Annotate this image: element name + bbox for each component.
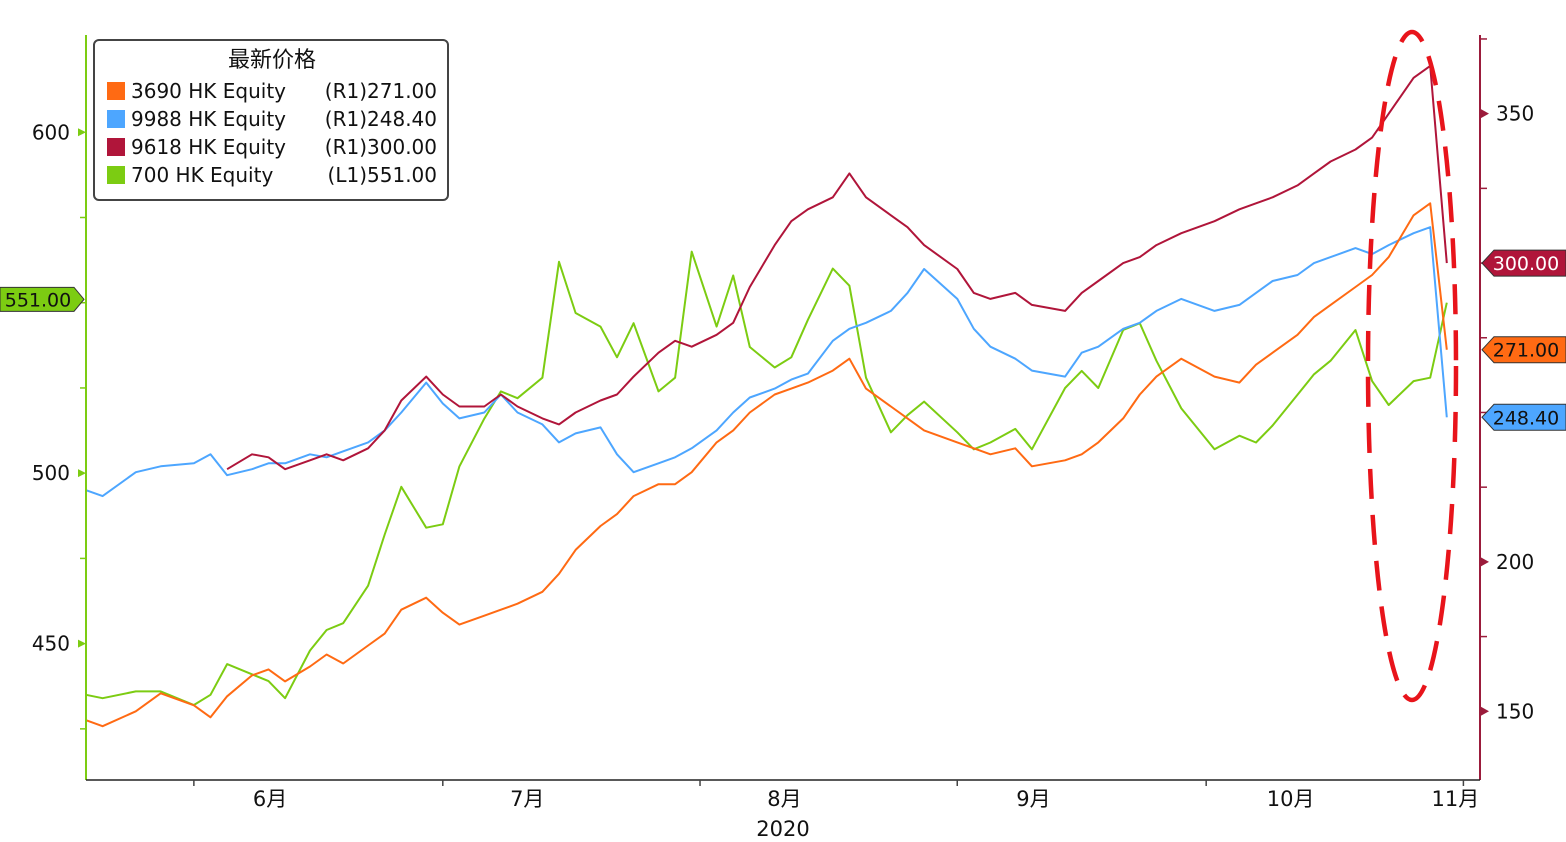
- legend-title: 最新价格: [227, 48, 316, 73]
- legend-swatch: [107, 166, 125, 184]
- right-tick-label: 350: [1496, 102, 1534, 126]
- legend-item: 700 HK Equity (L1) 551.00: [107, 161, 437, 189]
- legend-item-name: 9618 HK Equity: [131, 135, 287, 159]
- left-tick-label: 450: [32, 632, 70, 656]
- legend-item-last: 300.00: [367, 135, 437, 159]
- x-tick-label: 11月: [1432, 787, 1480, 811]
- legend-item: 9988 HK Equity (R1) 248.40: [107, 105, 437, 133]
- legend-item-name: 3690 HK Equity: [131, 79, 287, 103]
- x-tick-label: 8月: [767, 787, 801, 811]
- legend-item-axis: (R1): [324, 79, 368, 103]
- right-tick-mark: [1480, 706, 1489, 717]
- legend-swatch: [107, 82, 125, 100]
- legend-item-last: 551.00: [367, 163, 437, 187]
- left-tick-mark: [78, 128, 86, 137]
- x-tick-label: 9月: [1016, 787, 1050, 811]
- series-line-9618: [226, 64, 1448, 471]
- right-last-value-label: 248.40: [1493, 407, 1559, 429]
- legend-item-axis: (L1): [327, 163, 368, 187]
- legend-item-name: 9988 HK Equity: [131, 107, 287, 131]
- legend-item-name: 700 HK Equity: [131, 163, 274, 187]
- highlight-ellipse: [1365, 29, 1459, 703]
- left-tick-mark: [78, 469, 86, 478]
- axes: 6月 7月 8月 9月 10月 11月 450 500 600 150 200 350 551.00 30…: [0, 35, 1566, 811]
- left-tick-mark: [78, 639, 86, 648]
- legend-item-last: 271.00: [367, 79, 437, 103]
- right-last-value-label: 300.00: [1493, 253, 1559, 275]
- legend-item: 9618 HK Equity (R1) 300.00: [107, 133, 437, 161]
- left-tick-label: 500: [32, 461, 70, 485]
- legend-item-axis: (R1): [324, 107, 368, 131]
- legend: 最新价格 3690 HK Equity (R1) 271.00 9988 HK Equ…: [93, 39, 449, 201]
- right-last-value-label: 271.00: [1493, 340, 1559, 362]
- series-layer: [85, 64, 1448, 728]
- legend-swatch: [107, 138, 125, 156]
- legend-item: 3690 HK Equity (R1) 271.00: [107, 77, 437, 105]
- left-tick-label: 600: [32, 120, 70, 144]
- right-tick-label: 150: [1496, 699, 1534, 723]
- x-axis-year-label: 2020: [756, 817, 809, 841]
- right-last-value-tag: 300.00: [1481, 249, 1566, 277]
- right-last-value-tag: 248.40: [1481, 403, 1566, 431]
- legend-swatch: [107, 110, 125, 128]
- x-tick-label: 10月: [1267, 787, 1315, 811]
- legend-item-axis: (R1): [324, 135, 368, 159]
- x-tick-label: 7月: [510, 787, 544, 811]
- right-tick-mark: [1480, 108, 1489, 119]
- left-last-value-label: 551.00: [5, 289, 71, 311]
- series-line-700: [85, 250, 1448, 706]
- legend-item-last: 248.40: [367, 107, 437, 131]
- series-line-3690: [85, 202, 1448, 728]
- right-tick-mark: [1480, 556, 1489, 567]
- right-last-value-tag: 271.00: [1481, 336, 1566, 364]
- x-tick-label: 6月: [253, 787, 287, 811]
- left-last-value-tag: 551.00: [0, 286, 85, 312]
- right-tick-label: 200: [1496, 550, 1534, 574]
